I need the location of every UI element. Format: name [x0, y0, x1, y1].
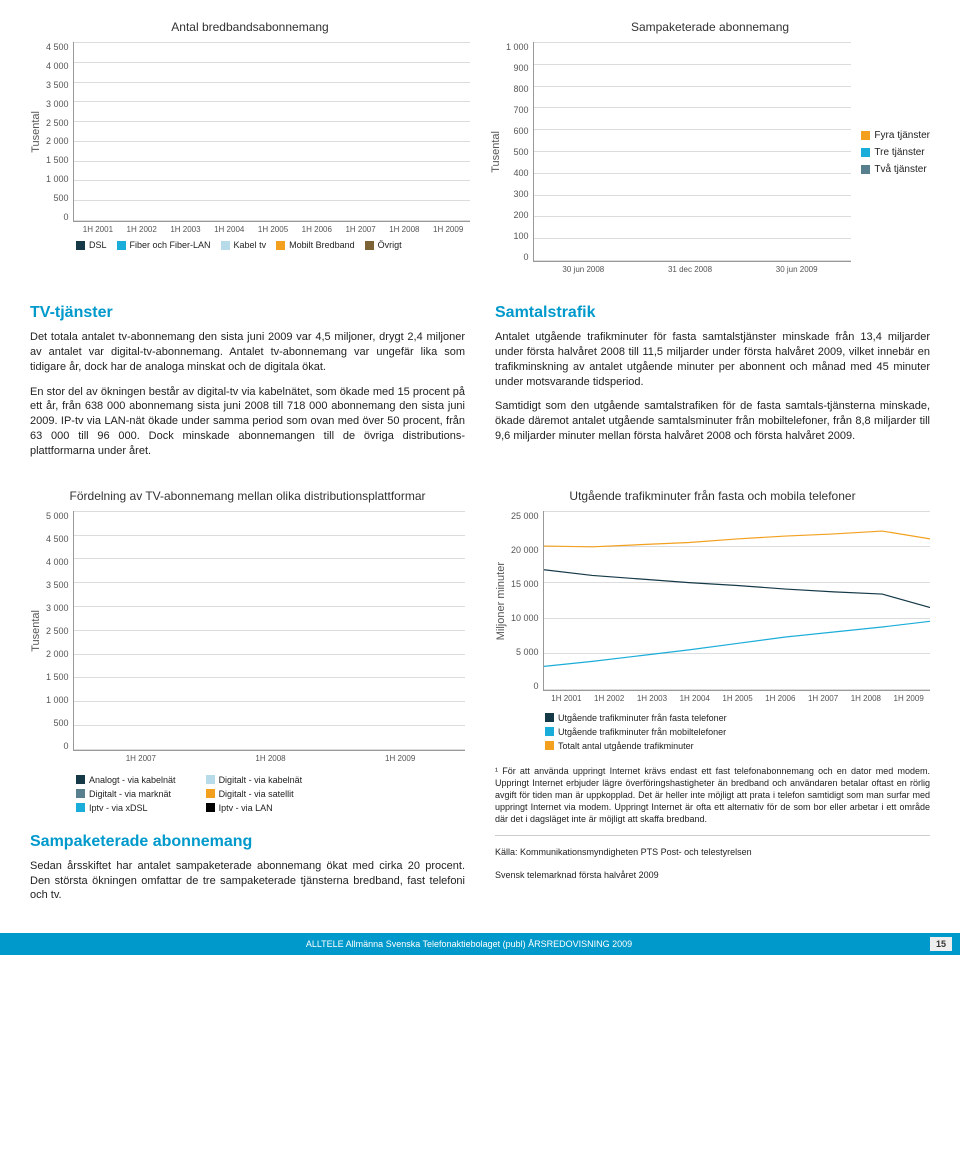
chart2-plot: [533, 42, 852, 262]
col-tv: TV-tjänster Det totala antalet tv-abonne…: [30, 304, 465, 469]
chart2-xticks: 30 jun 200831 dec 200830 jun 2009: [530, 265, 850, 274]
legend-item: Digitalt - via kabelnät: [206, 775, 303, 785]
page-number: 15: [930, 937, 952, 951]
chart2-yticks: 1 0009008007006005004003002001000: [506, 42, 533, 262]
source-line2: Svensk telemarknad första halvåret 2009: [495, 869, 930, 882]
legend-item: Digitalt - via marknät: [76, 789, 176, 799]
traffic-heading: Samtalstrafik: [495, 304, 930, 322]
bottom-charts: Fördelning av TV-abonnemang mellan olika…: [30, 489, 930, 914]
chart2-legend: Fyra tjänster Tre tjänster Två tjänster: [851, 42, 930, 262]
chart3-legend: Analogt - via kabelnät Digitalt - via mar…: [76, 775, 465, 813]
chart3-yticks: 5 0004 5004 0003 5003 0002 5002 0001 500…: [46, 511, 73, 751]
legend-item: Analogt - via kabelnät: [76, 775, 176, 785]
source-line1: Källa: Kommunikationsmyndigheten PTS Pos…: [495, 846, 930, 859]
legend-item: DSL: [76, 240, 107, 250]
chart1-legend: DSL Fiber och Fiber-LAN Kabel tv Mobilt Bre…: [76, 240, 470, 250]
chart4-legend: Utgående trafikminuter från fasta telefo…: [545, 713, 930, 751]
legend-item: Digitalt - via satellit: [206, 789, 303, 799]
legend-item: Tre tjänster: [861, 147, 930, 158]
chart1-yticks: 4 5004 0003 5003 0002 5002 0001 5001 000…: [46, 42, 73, 222]
legend-item: Fyra tjänster: [861, 130, 930, 141]
footnote: ¹ För att använda uppringt Internet kräv…: [495, 765, 930, 826]
chart-traffic-min: Utgående trafikminuter från fasta och mo…: [495, 489, 930, 914]
chart4-yticks: 25 00020 00015 00010 0005 0000: [511, 511, 543, 691]
chart1-xticks: 1H 20011H 20021H 20031H 20041H 20051H 20…: [76, 225, 470, 234]
chart-line: [544, 621, 930, 666]
traffic-p1: Antalet utgående trafikminuter för fasta…: [495, 330, 930, 389]
tv-p1: Det totala antalet tv-abonnemang den sis…: [30, 330, 465, 375]
legend-item: Iptv - via xDSL: [76, 803, 176, 813]
chart-line: [544, 569, 930, 607]
legend-item: Två tjänster: [861, 164, 930, 175]
legend-item: Mobilt Bredband: [276, 240, 355, 250]
legend-item: Övrigt: [365, 240, 402, 250]
bundles-p1: Sedan årsskiftet har antalet sampaketera…: [30, 859, 465, 904]
col-traffic: Samtalstrafik Antalet utgående trafikmin…: [495, 304, 930, 469]
legend-item: Iptv - via LAN: [206, 803, 303, 813]
chart4-title: Utgående trafikminuter från fasta och mo…: [495, 489, 930, 503]
chart3-ylabel: Tusental: [30, 610, 42, 652]
chart1-title: Antal bredbandsabonnemang: [30, 20, 470, 34]
text-columns: TV-tjänster Det totala antalet tv-abonne…: [30, 304, 930, 469]
chart2-title: Sampaketerade abonnemang: [490, 20, 930, 34]
legend-item: Utgående trafikminuter från mobiltelefon…: [545, 727, 930, 737]
chart1-ylabel: Tusental: [30, 111, 42, 153]
tv-heading: TV-tjänster: [30, 304, 465, 322]
chart3-xticks: 1H 20071H 20081H 2009: [76, 754, 465, 763]
chart4-plot: [543, 511, 930, 691]
chart-bundles: Sampaketerade abonnemang Tusental 1 0009…: [490, 20, 930, 274]
legend-item: Totalt antal utgående trafikminuter: [545, 741, 930, 751]
chart-line: [544, 531, 930, 547]
footer-text: ALLTELE Allmänna Svenska Telefonaktiebol…: [306, 939, 632, 949]
traffic-p2: Samtidigt som den utgående samtalstrafik…: [495, 399, 930, 444]
chart2-ylabel: Tusental: [490, 131, 502, 173]
legend-item: Kabel tv: [221, 240, 267, 250]
chart3-title: Fördelning av TV-abonnemang mellan olika…: [30, 489, 465, 503]
chart4-xticks: 1H 20011H 20021H 20031H 20041H 20051H 20…: [545, 694, 930, 703]
chart-tv-dist: Fördelning av TV-abonnemang mellan olika…: [30, 489, 465, 914]
chart4-ylabel: Miljoner minuter: [495, 562, 507, 640]
legend-item: Utgående trafikminuter från fasta telefo…: [545, 713, 930, 723]
page-footer: ALLTELE Allmänna Svenska Telefonaktiebol…: [0, 933, 960, 955]
chart1-plot: [73, 42, 470, 222]
legend-item: Fiber och Fiber-LAN: [117, 240, 211, 250]
tv-p2: En stor del av ökningen består av digita…: [30, 385, 465, 459]
bundles-heading: Sampaketerade abonnemang: [30, 833, 465, 851]
chart-broadband: Antal bredbandsabonnemang Tusental 4 500…: [30, 20, 470, 274]
top-charts: Antal bredbandsabonnemang Tusental 4 500…: [30, 20, 930, 274]
chart3-plot: [73, 511, 465, 751]
